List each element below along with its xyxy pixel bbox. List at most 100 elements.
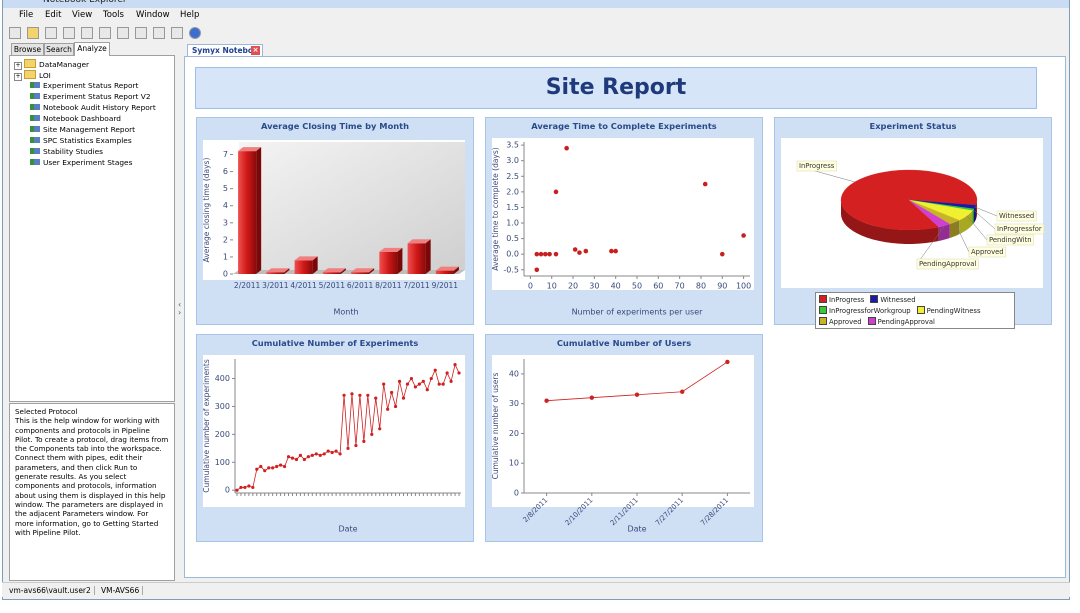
tree-protocol[interactable]: Site Management Report	[30, 125, 135, 135]
callout: Approved	[971, 248, 1004, 256]
menu-item[interactable]: File	[19, 10, 34, 20]
protocol-icon	[30, 159, 40, 165]
tree-label: Notebook Audit History Report	[43, 103, 156, 112]
tree-protocol[interactable]: Notebook Audit History Report	[30, 103, 156, 113]
point	[421, 379, 425, 383]
bar-front	[407, 243, 426, 274]
point	[543, 251, 548, 257]
point	[350, 392, 354, 396]
leader-line	[974, 206, 998, 217]
menu-item[interactable]: Tools	[103, 10, 124, 20]
chart-panel: Average Time to Complete Experiments -0.5…	[485, 117, 763, 325]
legend-item: InProgress	[819, 295, 864, 304]
point	[239, 485, 243, 490]
tree-label: SPC Statistics Examples	[43, 136, 132, 145]
point	[298, 453, 303, 457]
leader-line	[966, 215, 988, 241]
menu-item[interactable]: View	[72, 10, 93, 20]
help-title: Selected Protocol	[15, 407, 78, 416]
tree-folder[interactable]: + DataManager	[14, 59, 89, 70]
bar-side	[397, 247, 403, 274]
point	[544, 398, 549, 403]
plot-background	[492, 355, 754, 507]
folder-icon	[24, 59, 36, 68]
expander: +	[14, 73, 22, 81]
point	[370, 432, 374, 436]
tree-label: Experiment Status Report	[43, 81, 139, 90]
tree-protocol[interactable]: Stability Studies	[30, 147, 103, 157]
point	[378, 427, 382, 431]
tree-protocol[interactable]: SPC Statistics Examples	[30, 136, 132, 146]
bar-side	[425, 239, 431, 274]
floor	[233, 270, 465, 274]
y-tick-label: 3.0	[506, 156, 519, 165]
y-tick-label: 20	[509, 429, 519, 438]
y-tick-label: 30	[509, 399, 519, 408]
legend-label: Witnessed	[880, 296, 916, 304]
tool-print[interactable]	[63, 27, 75, 39]
point	[259, 464, 263, 469]
splitter[interactable]: ‹ ›	[178, 300, 182, 317]
x-tick-label: 20	[568, 282, 578, 291]
document-tab[interactable]: Symyx Notebo ×	[187, 44, 263, 56]
tool-cut[interactable]	[81, 27, 93, 39]
point	[405, 382, 410, 386]
x-axis-label: Month	[333, 308, 358, 317]
left-tab[interactable]: Analyze	[74, 42, 110, 56]
point	[318, 453, 322, 457]
tool-paste[interactable]	[117, 27, 129, 39]
x-tick-label: 8/2011	[375, 281, 402, 290]
callout-box	[994, 223, 1045, 235]
tool-copy[interactable]	[99, 27, 111, 39]
status-field: vm-avs66\vault.user2	[6, 586, 95, 595]
bar	[435, 266, 459, 274]
tool-redo[interactable]	[171, 27, 183, 39]
slice-side	[972, 208, 974, 225]
y-tick-label: 0	[223, 270, 228, 279]
menu-item[interactable]: Window	[136, 10, 170, 20]
back-wall	[239, 142, 465, 270]
bar	[351, 268, 375, 274]
legend-item: PendingApproval	[867, 317, 935, 326]
tree-protocol[interactable]: Notebook Dashboard	[30, 114, 121, 124]
tool-save[interactable]	[45, 27, 57, 39]
tool-open[interactable]	[27, 27, 39, 39]
callout: PendingApproval	[919, 260, 976, 268]
plot-background	[492, 138, 754, 290]
menu-item[interactable]: Edit	[45, 10, 62, 20]
point	[271, 466, 275, 470]
point	[354, 443, 358, 448]
menu-item[interactable]: Help	[180, 10, 200, 20]
legend: InProgress Witnessed InProgressforWorkgrou…	[815, 292, 1015, 329]
tab-close[interactable]: ×	[251, 46, 260, 55]
y-tick-label: 4	[223, 201, 228, 210]
tree-protocol[interactable]: Experiment Status Report V2	[30, 92, 151, 102]
status-bar: vm-avs66\vault.user2 VM-AVS66	[2, 582, 1070, 597]
left-tab[interactable]: Browse	[11, 43, 44, 55]
y-axis-label: Average time to complete (days)	[491, 147, 500, 270]
chart-panel: Experiment Status InProgress Witnessed InPr…	[774, 117, 1052, 329]
point	[374, 396, 378, 400]
x-tick-label: 9/2011	[432, 281, 459, 290]
help-pane: Selected Protocol This is the help windo…	[9, 403, 175, 581]
tool-new[interactable]	[9, 27, 21, 39]
tree-label: DataManager	[39, 60, 90, 69]
left-tab[interactable]: Search	[44, 43, 74, 55]
tool-undo[interactable]	[153, 27, 165, 39]
tool-help[interactable]	[189, 27, 201, 39]
point	[417, 382, 421, 386]
point	[382, 382, 386, 386]
x-tick-label: 60	[653, 282, 663, 291]
document-tab-label: Symyx Notebo	[192, 46, 254, 55]
point	[366, 393, 370, 397]
point	[310, 453, 314, 457]
tree-label: User Experiment Stages	[43, 158, 133, 167]
tree-protocol[interactable]: Experiment Status Report	[30, 81, 138, 91]
tree-protocol[interactable]: User Experiment Stages	[30, 158, 132, 168]
point	[553, 189, 559, 195]
tree-folder[interactable]: + LOI	[14, 70, 51, 81]
callout-box	[968, 246, 1006, 258]
tool-delete[interactable]	[135, 27, 147, 39]
y-tick-label: 5	[223, 184, 228, 193]
